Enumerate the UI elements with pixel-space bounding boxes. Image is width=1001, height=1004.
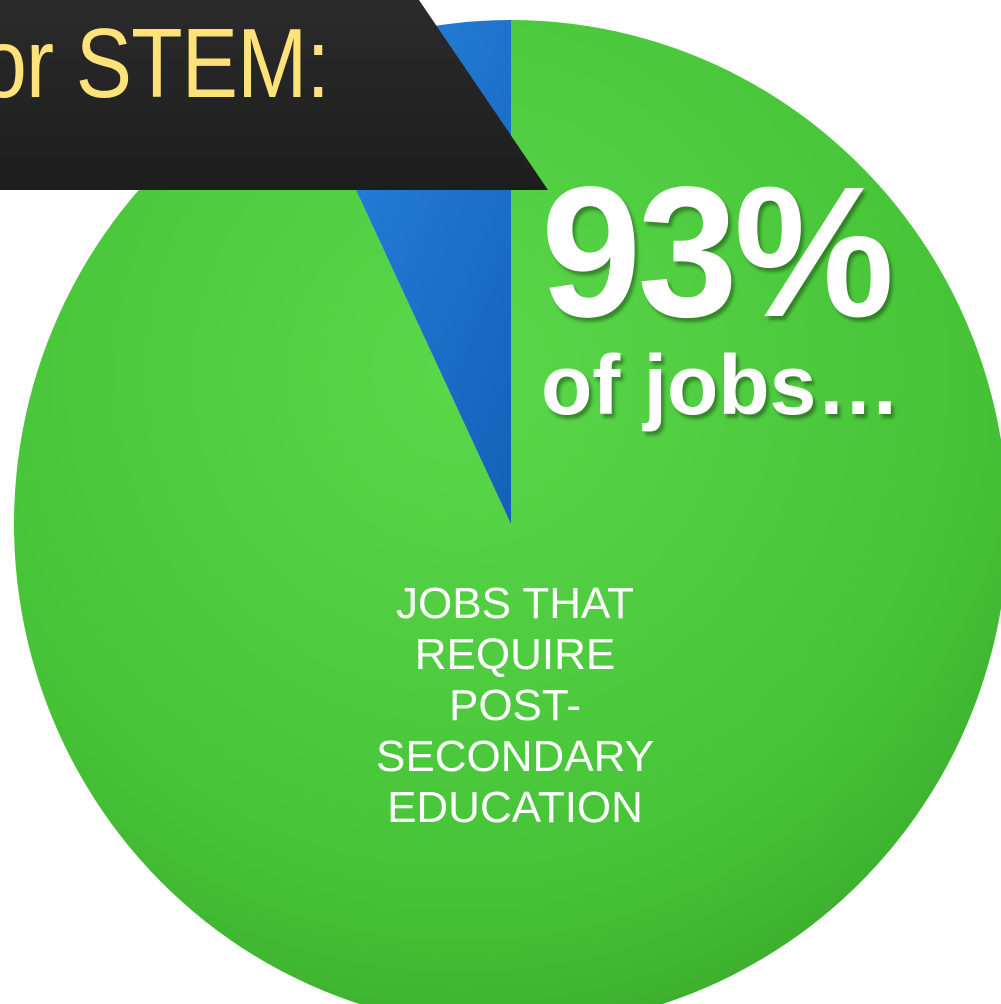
slice-label-line: REQUIRE	[340, 629, 690, 680]
slice-label-line: POST-	[340, 680, 690, 731]
slice-label-line: JOBS THAT	[340, 578, 690, 629]
headline-percentage: 93%	[541, 160, 890, 346]
slice-label-line: EDUCATION	[340, 782, 690, 833]
slice-label-line: SECONDARY	[340, 731, 690, 782]
pie-slice-label-green: JOBS THAT REQUIRE POST- SECONDARY EDUCATION	[340, 578, 690, 833]
banner-title: or STEM:	[0, 14, 329, 112]
headline-subtext: of jobs…	[541, 343, 900, 427]
